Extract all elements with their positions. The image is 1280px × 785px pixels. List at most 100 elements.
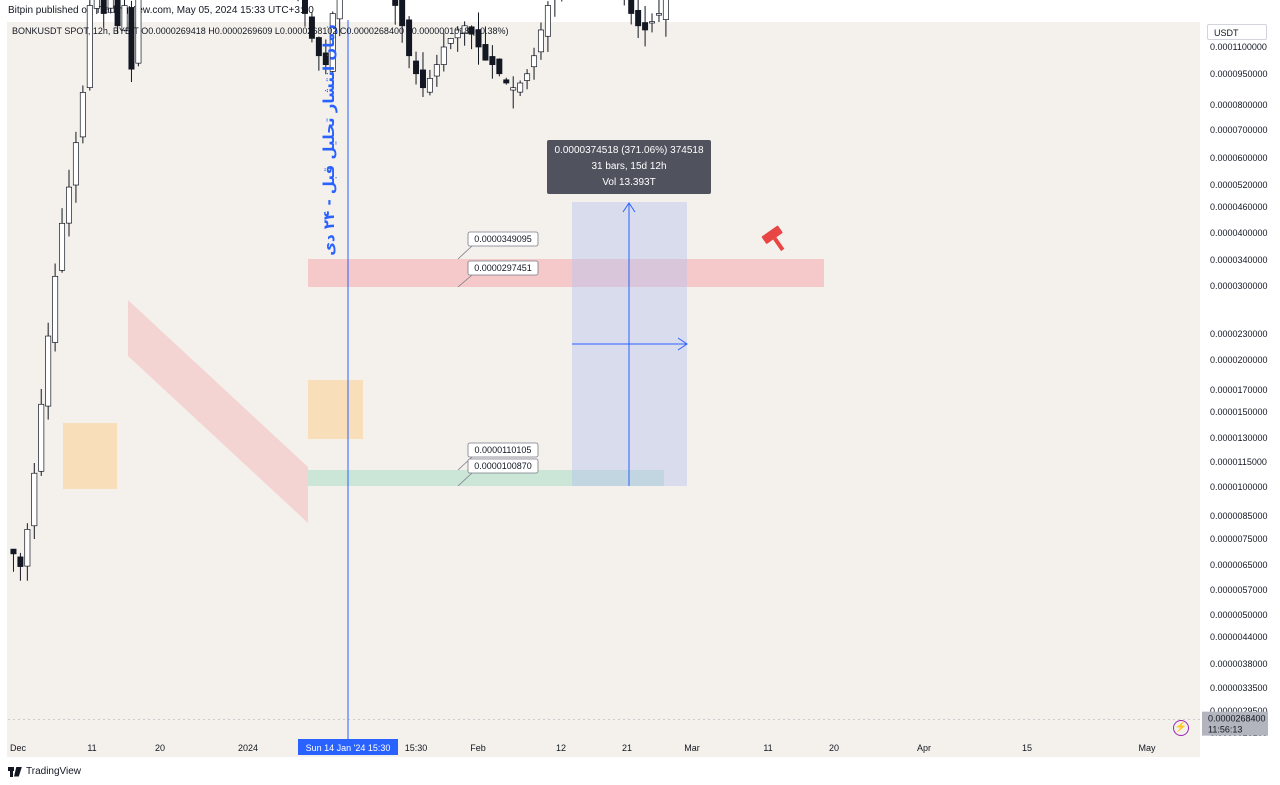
- resistance-zone: [308, 259, 824, 287]
- candle-body: [93, 0, 100, 9]
- orange-zone-1: [63, 423, 117, 489]
- price-tick-label: 0.0000100000: [1210, 482, 1268, 492]
- candle-body: [66, 186, 72, 224]
- candle-body: [662, 0, 669, 20]
- measure-arrow-head-up: [622, 202, 636, 213]
- tradingview-logo[interactable]: TradingView: [8, 766, 81, 777]
- candle-body: [301, 0, 308, 14]
- candle-body: [45, 335, 52, 407]
- candle-body: [419, 69, 426, 89]
- candle-body: [100, 0, 107, 14]
- candle-body: [72, 142, 79, 186]
- candle-body: [107, 0, 114, 9]
- time-tick-label: Apr: [917, 743, 931, 753]
- price-note-3-text: 0.0000110105: [475, 445, 532, 455]
- price-tick-label: 0.0001100000: [1210, 42, 1267, 52]
- price-note-2-box: [467, 260, 539, 276]
- candle-body: [503, 79, 510, 84]
- candle-body: [461, 25, 468, 34]
- price-tick-label: 0.0000075000: [1210, 534, 1268, 544]
- candle-body: [38, 403, 45, 472]
- candle-body: [649, 21, 656, 24]
- candle-body: [135, 0, 142, 64]
- time-tick-label: 20: [155, 743, 165, 753]
- time-tick-label: 21: [622, 743, 632, 753]
- price-tick-label: 0.0000400000: [1210, 228, 1268, 238]
- price-tick-label: 0.0000340000: [1210, 255, 1268, 265]
- measure-label-box: [547, 140, 711, 194]
- hammer-icon: [761, 225, 785, 252]
- candle-body: [128, 7, 135, 70]
- candle-body: [86, 5, 93, 89]
- time-tick-label: 15:30: [405, 743, 428, 753]
- current-price-countdown: 11:56:13: [1208, 725, 1242, 735]
- price-tick-label: 0.0000130000: [1210, 433, 1268, 443]
- candle-body: [59, 222, 66, 271]
- price-tick-label: 0.0000065000: [1210, 560, 1268, 570]
- price-note-4-box: [467, 458, 539, 474]
- candle-body: [10, 548, 17, 555]
- candle-body: [399, 0, 406, 27]
- price-tick-label: 0.0000300000: [1210, 281, 1268, 291]
- candle-body: [336, 0, 343, 20]
- price-note-1-pointer: [457, 245, 473, 260]
- candle-body: [24, 529, 31, 567]
- time-tick-label: Dec: [10, 743, 27, 753]
- price-tick-label: 0.0000085000: [1210, 511, 1268, 521]
- tradingview-logo-text: TradingView: [26, 766, 82, 777]
- candle-body: [454, 29, 461, 39]
- candle-body: [489, 56, 496, 66]
- lightning-icon[interactable]: ⚡: [1173, 720, 1189, 736]
- price-note-3-box: [467, 442, 539, 458]
- price-note-1-box: [467, 231, 539, 247]
- price-axis[interactable]: [1200, 22, 1280, 757]
- candle-body: [392, 0, 399, 6]
- candle-body: [447, 38, 454, 44]
- candle-body: [482, 44, 489, 61]
- price-tick-label: 0.0000038000: [1210, 659, 1268, 669]
- candle-body: [52, 276, 59, 343]
- candle-body: [475, 29, 482, 48]
- current-price-label: 0.0000268400: [1208, 714, 1266, 724]
- publication-annotation-text: زمان انتشار تحلیل قبل - ۲۴ دی: [320, 24, 338, 256]
- candle-body: [531, 55, 538, 68]
- measure-label-text: 0.0000374518 (371.06%) 374518: [554, 145, 703, 156]
- price-tick-label: 0.0000029500: [1210, 706, 1268, 716]
- candle-body: [17, 556, 24, 567]
- crosshair-time-box: [298, 739, 398, 755]
- price-tick-label: 0.0000600000: [1210, 153, 1268, 163]
- candle-body: [433, 64, 440, 77]
- price-tick-label: 0.0000170000: [1210, 385, 1268, 395]
- candle-body: [406, 19, 413, 57]
- time-tick-label: 12: [556, 743, 566, 753]
- measure-arrow-head-right: [677, 337, 688, 351]
- price-tick-label: 0.0000033500: [1210, 683, 1268, 693]
- price-tick-label: 0.0000057000: [1210, 585, 1268, 595]
- candle-body: [655, 13, 662, 16]
- tradingview-logo-icon: [8, 766, 22, 777]
- candle-body: [315, 37, 322, 57]
- measure-label-text: 31 bars, 15d 12h: [591, 161, 666, 172]
- candle-body: [121, 5, 128, 31]
- candle-body: [440, 46, 447, 65]
- candle-body: [628, 0, 635, 14]
- time-tick-label: 2024: [238, 743, 258, 753]
- price-tick-label: 0.0000200000: [1210, 355, 1268, 365]
- price-tick-label: 0.0000230000: [1210, 329, 1268, 339]
- price-note-2-text: 0.0000297451: [474, 263, 532, 273]
- descending-channel: [128, 300, 308, 523]
- candle-body: [510, 87, 517, 91]
- footer: TradingView: [0, 760, 1280, 785]
- price-tick-label: 0.0000115000: [1210, 457, 1267, 467]
- time-tick-label: Mar: [684, 743, 700, 753]
- time-tick-label: Feb: [470, 743, 486, 753]
- candle-body: [642, 22, 649, 31]
- crosshair-time-label: Sun 14 Jan '24 15:30: [306, 743, 391, 753]
- currency-selector[interactable]: USDT: [1207, 24, 1267, 40]
- candle-body: [517, 82, 524, 93]
- candle-body: [114, 0, 121, 27]
- candle-body: [329, 13, 336, 72]
- price-tick-label: 0.0000050000: [1210, 610, 1268, 620]
- candle-body: [537, 29, 544, 53]
